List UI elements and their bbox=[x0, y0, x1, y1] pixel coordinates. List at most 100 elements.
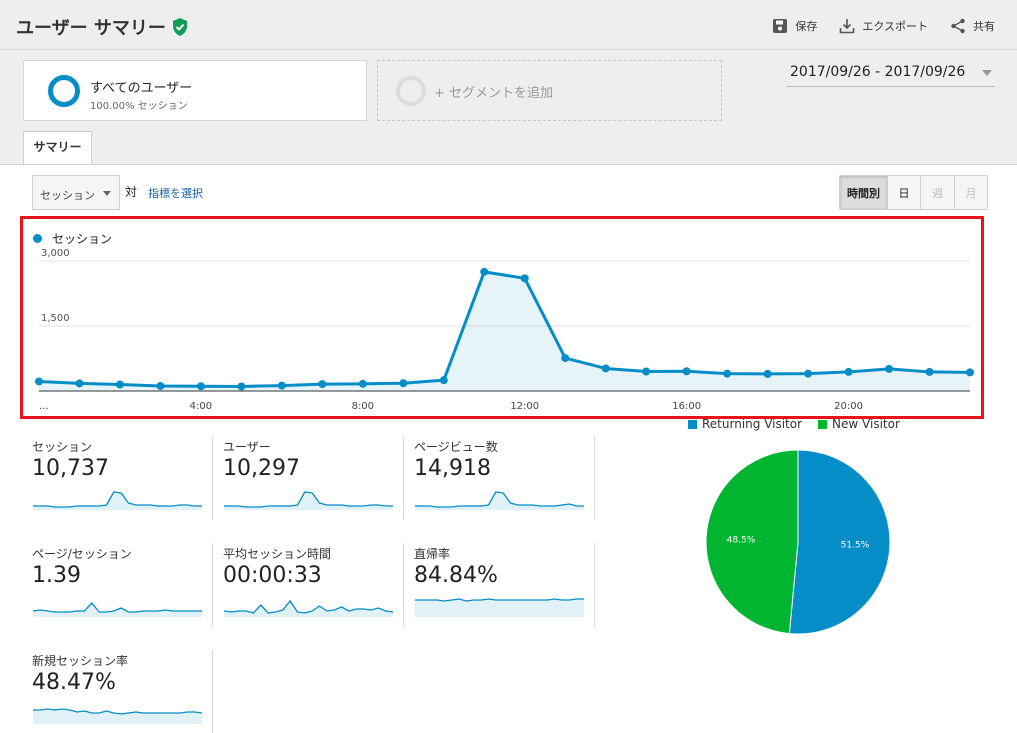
verified-shield-icon bbox=[172, 18, 188, 36]
data-point[interactable] bbox=[399, 379, 408, 388]
sparkline bbox=[415, 491, 584, 510]
card-divider bbox=[403, 436, 404, 520]
data-point[interactable] bbox=[925, 367, 934, 376]
card-divider bbox=[403, 543, 404, 627]
x-tick-label: 8:00 bbox=[352, 401, 374, 412]
card-divider bbox=[594, 436, 595, 520]
sparkline-line bbox=[224, 491, 393, 508]
data-point[interactable] bbox=[844, 367, 853, 376]
data-point[interactable] bbox=[885, 364, 894, 373]
period-toggle: 時間別 日 週 月 bbox=[839, 175, 988, 210]
scorecard-new-session-rate[interactable]: 新規セッション率 48.47% bbox=[32, 652, 212, 733]
series-line bbox=[38, 270, 971, 388]
versus-label: 対 bbox=[125, 185, 138, 199]
sparkline-line bbox=[32, 602, 202, 613]
page-title-wrap: ユーザー サマリー bbox=[16, 14, 188, 40]
scorecard-value: 48.47% bbox=[32, 670, 116, 695]
data-point[interactable] bbox=[318, 380, 327, 389]
save-label: 保存 bbox=[795, 20, 818, 33]
x-tick-label: 4:00 bbox=[190, 401, 212, 412]
scorecard-avg-session-duration[interactable]: 平均セッション時間 00:00:33 bbox=[223, 545, 403, 632]
data-point[interactable] bbox=[277, 381, 286, 390]
data-point[interactable] bbox=[682, 367, 691, 376]
data-point[interactable] bbox=[723, 369, 732, 378]
export-button[interactable]: エクスポート bbox=[839, 18, 928, 34]
visitor-type-pie-chart: 51.5% 48.5% bbox=[705, 449, 891, 635]
x-tick-label: ... bbox=[39, 401, 49, 412]
x-tick-label: 16:00 bbox=[672, 401, 701, 412]
metric-dropdown[interactable]: セッション bbox=[32, 175, 120, 210]
scorecard-label: ページ/セッション bbox=[32, 547, 132, 561]
data-point[interactable] bbox=[520, 274, 529, 283]
period-hourly-button[interactable]: 時間別 bbox=[840, 176, 887, 209]
sparkline-line bbox=[223, 599, 394, 614]
data-point[interactable] bbox=[439, 376, 448, 385]
legend-label: Returning Visitor bbox=[702, 417, 803, 431]
x-tick-label: 20:00 bbox=[834, 401, 863, 412]
sparkline-line bbox=[33, 491, 202, 508]
scorecard-label: ユーザー bbox=[223, 440, 271, 454]
metric-dropdown-value: セッション bbox=[40, 189, 95, 202]
pie-slice-label: 48.5% bbox=[727, 535, 756, 545]
data-point[interactable] bbox=[358, 379, 367, 388]
data-point[interactable] bbox=[196, 382, 205, 391]
scorecard-label: セッション bbox=[32, 440, 93, 454]
sparkline-line bbox=[415, 598, 584, 602]
data-point[interactable] bbox=[561, 354, 570, 363]
scorecard-pageviews[interactable]: ページビュー数 14,918 bbox=[414, 438, 594, 525]
save-button[interactable]: 保存 bbox=[772, 18, 817, 34]
add-segment-button[interactable]: + セグメントを追加 bbox=[377, 60, 722, 121]
pie-legend: Returning Visitor New Visitor bbox=[688, 417, 900, 431]
legend-returning-visitor[interactable]: Returning Visitor bbox=[688, 417, 802, 431]
tab-summary[interactable]: サマリー bbox=[23, 131, 92, 165]
scorecard-sessions[interactable]: セッション 10,737 bbox=[32, 438, 212, 525]
period-week-button[interactable]: 週 bbox=[920, 176, 954, 209]
segment-all-users[interactable]: すべてのユーザー 100.00% セッション bbox=[23, 60, 367, 121]
data-point[interactable] bbox=[156, 382, 165, 391]
sparkline bbox=[223, 599, 394, 617]
share-button[interactable]: 共有 bbox=[950, 18, 995, 34]
data-point[interactable] bbox=[115, 380, 124, 389]
data-point[interactable] bbox=[237, 382, 246, 391]
data-point[interactable] bbox=[601, 364, 610, 373]
scorecard-value: 84.84% bbox=[414, 563, 498, 588]
y-tick-label: 3,000 bbox=[41, 248, 70, 259]
data-point[interactable] bbox=[966, 368, 974, 377]
legend-label: New Visitor bbox=[832, 417, 900, 431]
scorecard-bounce-rate[interactable]: 直帰率 84.84% bbox=[414, 545, 594, 632]
period-day-button[interactable]: 日 bbox=[887, 176, 920, 209]
card-divider bbox=[594, 543, 595, 627]
sparkline-area bbox=[33, 709, 202, 724]
card-divider bbox=[212, 650, 213, 733]
data-point[interactable] bbox=[804, 369, 813, 378]
select-metric-link[interactable]: 指標を選択 bbox=[148, 187, 203, 200]
share-icon bbox=[951, 18, 965, 34]
sparkline-line bbox=[33, 708, 203, 715]
period-month-button[interactable]: 月 bbox=[954, 176, 987, 209]
data-point[interactable] bbox=[480, 267, 489, 276]
pie-slice[interactable] bbox=[705, 449, 799, 635]
sparkline bbox=[415, 598, 584, 617]
data-point[interactable] bbox=[75, 379, 84, 388]
legend-new-visitor[interactable]: New Visitor bbox=[818, 417, 900, 431]
scorecard-label: ページビュー数 bbox=[414, 440, 498, 454]
empty-segment-ring-icon bbox=[396, 76, 426, 106]
scorecard-label: 直帰率 bbox=[414, 547, 451, 561]
data-point[interactable] bbox=[642, 367, 651, 376]
scorecard-label: 平均セッション時間 bbox=[223, 547, 332, 561]
sparkline-area bbox=[33, 492, 202, 510]
scorecard-pages-per-session[interactable]: ページ/セッション 1.39 bbox=[32, 545, 212, 632]
segment-bar: すべてのユーザー 100.00% セッション + セグメントを追加 2017/0… bbox=[0, 50, 1017, 165]
data-point[interactable] bbox=[35, 377, 43, 386]
sparkline-area bbox=[224, 492, 393, 510]
date-range-picker[interactable]: 2017/09/26 - 2017/09/26 bbox=[787, 64, 995, 87]
segment-subtitle: 100.00% セッション bbox=[90, 101, 188, 112]
pie-slice[interactable] bbox=[788, 449, 891, 635]
header-bar: ユーザー サマリー 保存 エクスポート 共有 bbox=[0, 0, 1017, 50]
header-actions: 保存 エクスポート 共有 bbox=[772, 18, 995, 34]
segment-ring-icon bbox=[48, 75, 80, 107]
data-point[interactable] bbox=[763, 369, 772, 378]
tab-divider bbox=[0, 164, 1017, 165]
scorecard-users[interactable]: ユーザー 10,297 bbox=[223, 438, 403, 525]
